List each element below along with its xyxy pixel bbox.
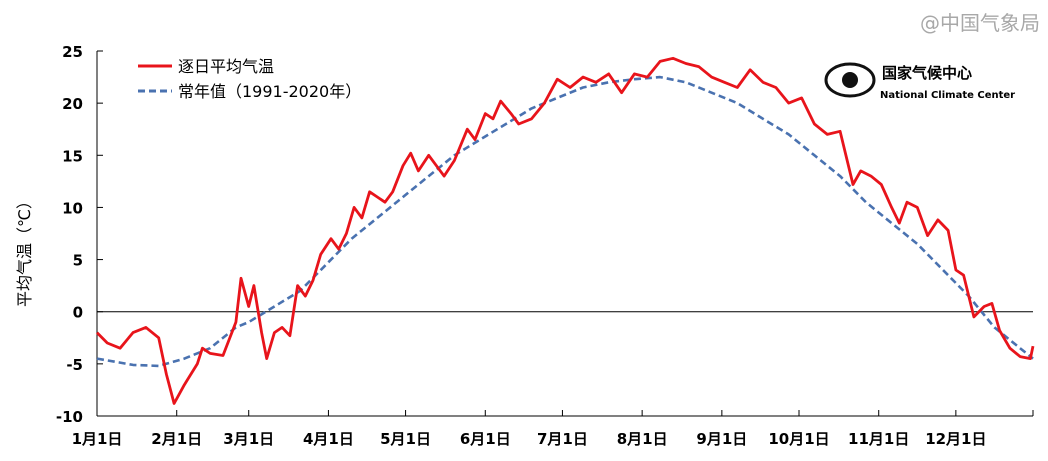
y-tick-label: 20	[62, 95, 83, 113]
x-tick-label: 1月1日	[72, 430, 123, 448]
x-tick-label: 12月1日	[925, 430, 986, 448]
logo-name-en: National Climate Center	[880, 90, 1015, 101]
logo-name-cn: 国家气候中心	[882, 64, 972, 82]
y-tick-label: 5	[73, 252, 83, 270]
x-tick-label: 5月1日	[380, 430, 431, 448]
y-tick-label: 10	[62, 199, 83, 217]
y-tick-label: 25	[62, 43, 83, 61]
legend-label-normal: 常年值（1991-2020年）	[178, 82, 361, 101]
x-tick-label: 10月1日	[768, 430, 829, 448]
legend: 逐日平均气温 常年值（1991-2020年）	[138, 57, 361, 101]
x-tick-label: 11月1日	[848, 430, 909, 448]
series-daily-line	[96, 56, 1035, 405]
y-tick-label: 0	[73, 304, 83, 322]
x-tick-label: 3月1日	[223, 430, 274, 448]
y-tick-label: -5	[66, 356, 83, 374]
x-tick-label: 7月1日	[537, 430, 588, 448]
x-tick-label: 9月1日	[696, 430, 747, 448]
legend-label-daily: 逐日平均气温	[178, 57, 274, 76]
ncc-logo: 国家气候中心 National Climate Center	[824, 62, 1015, 101]
x-tick-label: 2月1日	[151, 430, 202, 448]
series-normal-line	[96, 75, 1034, 368]
x-tick-label: 8月1日	[617, 430, 668, 448]
x-tick-label: 6月1日	[460, 430, 511, 448]
x-tick-label: 4月1日	[303, 430, 354, 448]
y-tick-label: -10	[56, 408, 83, 426]
watermark: @中国气象局	[920, 11, 1040, 35]
y-axis-label: 平均气温（℃）	[15, 193, 34, 307]
y-tick-label: 15	[62, 147, 83, 165]
